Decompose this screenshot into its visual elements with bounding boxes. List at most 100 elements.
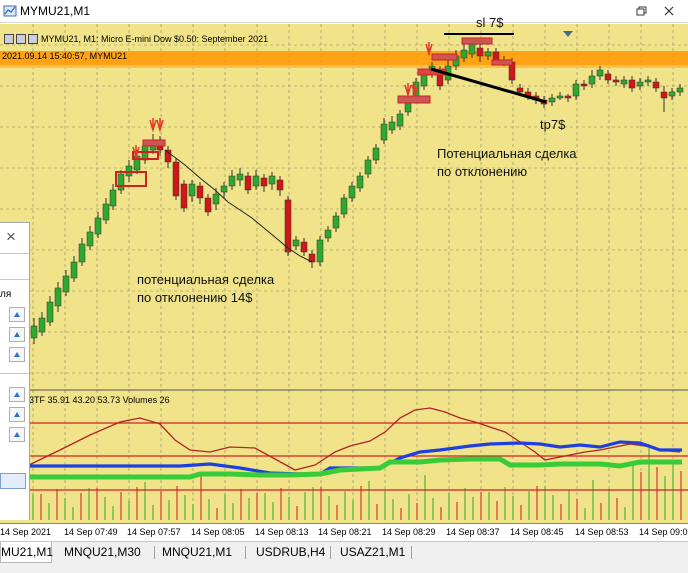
candle <box>660 86 668 112</box>
close-icon[interactable] <box>662 4 676 18</box>
candle-body <box>340 197 348 215</box>
candle <box>676 84 684 96</box>
candle <box>620 76 628 88</box>
candle-body <box>356 175 364 189</box>
candle-body <box>284 199 292 253</box>
volume-bars <box>32 444 682 520</box>
candle-body <box>668 91 676 97</box>
chart-tabs: MU21,M1 MNQU21,M30 MNQU21,M1 USDRUB,H4 U… <box>0 541 688 563</box>
candle <box>572 80 580 100</box>
green-trend-line <box>29 456 682 480</box>
candle-body <box>348 185 356 199</box>
candle-body <box>252 175 260 187</box>
tab-usaz21-m1[interactable]: USAZ21,M1 <box>340 545 406 559</box>
candle-body <box>372 147 380 161</box>
candle-body <box>636 81 644 87</box>
tab-mnqu21-m1[interactable]: MNQU21,M1 <box>162 545 233 559</box>
candle <box>180 180 188 212</box>
candle-body <box>260 177 268 187</box>
panel-button[interactable] <box>0 473 26 489</box>
window-title: MYMU21,M1 <box>20 4 91 18</box>
candle-body <box>548 97 556 103</box>
tab-mnqu21-m30[interactable]: MNQU21,M30 <box>64 545 141 559</box>
candle-body <box>188 183 196 197</box>
bid-price-band <box>0 51 688 65</box>
order-box <box>461 37 493 45</box>
tab-mu21-m1[interactable]: MU21,M1 <box>0 542 53 563</box>
time-tick: 14 Sep 08:21 <box>318 527 372 537</box>
candle <box>220 182 228 198</box>
panel-divider <box>0 279 29 280</box>
candle <box>548 94 556 106</box>
spin-up-icon[interactable] <box>9 327 25 342</box>
indicator-label: 3TF 35.91 43.20 53.73 Volumes 26 <box>29 395 170 405</box>
candle <box>564 94 572 102</box>
candle <box>364 156 372 178</box>
close-icon[interactable]: × <box>6 227 16 246</box>
candle-body <box>420 73 428 87</box>
candle-body <box>364 159 372 175</box>
candle-body <box>70 261 78 279</box>
chart-grid <box>0 24 688 520</box>
spin-up-icon[interactable] <box>9 347 25 362</box>
candle <box>356 172 364 192</box>
down-arrow-icon <box>149 118 157 133</box>
candle-body <box>460 49 468 59</box>
candle <box>380 118 388 144</box>
tab-separator <box>411 546 412 559</box>
chart-symbol-bar: MYMU21, M1: Micro E-mini Dow $0.50: Sept… <box>0 33 300 47</box>
deal1-label-line1: Потенциальная сделка <box>437 146 577 161</box>
expert-icon[interactable] <box>28 34 38 44</box>
candle <box>652 78 660 92</box>
candle <box>212 188 220 210</box>
candle-body <box>212 193 220 205</box>
order-box <box>397 95 431 104</box>
candle-body <box>620 79 628 85</box>
candle <box>252 170 260 190</box>
window-titlebar: MYMU21,M1 <box>0 0 688 23</box>
candle-body <box>468 43 476 55</box>
spin-up-icon[interactable] <box>9 307 25 322</box>
down-arrow-icon <box>404 83 412 98</box>
candle <box>228 170 236 190</box>
time-tick: 14 Sep 07:49 <box>64 527 118 537</box>
candle <box>244 172 252 194</box>
candle-body <box>676 87 684 93</box>
candle-body <box>180 183 188 209</box>
price-chart[interactable] <box>0 24 688 523</box>
tab-separator <box>330 546 331 559</box>
candle-body <box>268 175 276 185</box>
time-tick: 14 Sep 08:53 <box>575 527 629 537</box>
chart-window-icon <box>3 5 17 17</box>
candle-body <box>332 215 340 229</box>
chart-type-icon[interactable] <box>4 34 14 44</box>
candle <box>332 212 340 232</box>
spin-up-icon[interactable] <box>9 427 25 442</box>
spin-up-icon[interactable] <box>9 387 25 402</box>
order-box <box>491 59 513 66</box>
candle <box>38 312 46 336</box>
indicator-icon[interactable] <box>16 34 26 44</box>
candle <box>188 180 196 202</box>
tab-usdrub-h4[interactable]: USDRUB,H4 <box>256 545 326 559</box>
candle <box>46 296 54 326</box>
candle <box>604 70 612 84</box>
candle-body <box>324 229 332 239</box>
blue-trend-line <box>29 440 682 476</box>
panel-divider <box>0 253 29 254</box>
candle <box>268 172 276 190</box>
spin-up-icon[interactable] <box>9 407 25 422</box>
candle <box>204 194 212 216</box>
candle <box>348 182 356 202</box>
candle-body <box>276 179 284 191</box>
time-tick: 14 Sep 08:05 <box>191 527 245 537</box>
candle <box>109 184 117 210</box>
candle-body <box>380 123 388 141</box>
candle-body <box>38 317 46 333</box>
restore-icon[interactable] <box>634 4 648 18</box>
candle <box>300 238 308 256</box>
candle-body <box>94 217 102 235</box>
time-tick: 14 Sep 08:29 <box>382 527 436 537</box>
candle-body <box>612 79 620 83</box>
order-box <box>115 171 147 187</box>
